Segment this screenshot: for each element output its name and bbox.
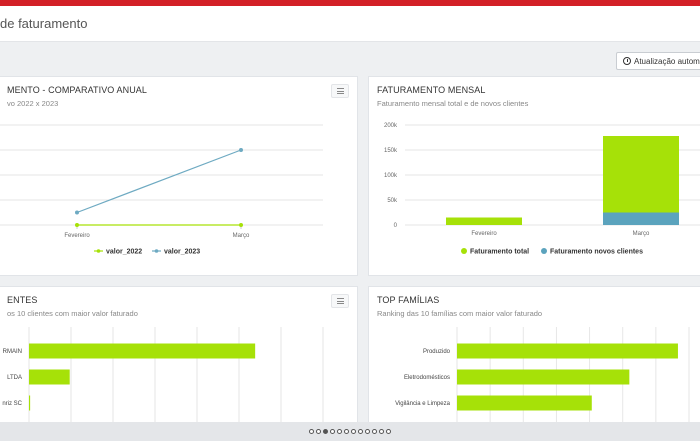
- pager-dot[interactable]: [330, 429, 335, 434]
- card-subtitle: os 10 clientes com maior valor faturado: [7, 309, 138, 318]
- bar: [29, 395, 31, 411]
- bar: [29, 369, 70, 385]
- pager-dot[interactable]: [309, 429, 314, 434]
- pager-dot[interactable]: [337, 429, 342, 434]
- pager-dot[interactable]: [379, 429, 384, 434]
- chart-menu-button[interactable]: [331, 84, 349, 98]
- legend-marker: [541, 248, 547, 254]
- pager-dot[interactable]: [351, 429, 356, 434]
- y-tick-label: 50k: [387, 198, 398, 204]
- legend-marker-dot: [154, 249, 159, 253]
- data-point-valor_2023: [75, 210, 79, 215]
- bar: [457, 343, 678, 359]
- pager-dot[interactable]: [316, 429, 321, 434]
- pager-dot[interactable]: [386, 429, 391, 434]
- y-tick-label: 150k: [384, 148, 398, 154]
- bar: [29, 343, 256, 359]
- pager-dot[interactable]: [372, 429, 377, 434]
- page-title: de faturamento: [0, 16, 88, 31]
- data-point-valor_2023: [239, 148, 243, 152]
- x-tick-label: Março: [633, 231, 650, 237]
- y-tick-label: 200k: [384, 123, 398, 129]
- card-subtitle: Faturamento mensal total e de novos clie…: [377, 99, 529, 108]
- carousel-pager: [0, 422, 700, 441]
- families-bar-chart: Produzido Eletrodomésticos Vigilância e Li…: [395, 327, 690, 435]
- top-accent-bar: [0, 0, 700, 6]
- page-header: de faturamento: [0, 6, 700, 42]
- bar-total: [446, 217, 522, 225]
- clock-icon: [623, 57, 631, 65]
- pager-dot[interactable]: [365, 429, 370, 434]
- menu-icon: [336, 298, 344, 299]
- card-title: TOP FAMÍLIAS: [377, 295, 440, 305]
- annual-line-chart: Fevereiro Março valor_2022 valor_2023: [0, 124, 323, 256]
- y-tick-label: 100k: [384, 173, 398, 179]
- card-subtitle: vo 2022 x 2023: [7, 99, 59, 108]
- pager-dot[interactable]: [344, 429, 349, 434]
- bar-new-clients: [603, 212, 679, 225]
- monthly-bar-chart: 0 50k 100k 150k 200k Fevereiro Março Faturament…: [384, 123, 700, 256]
- data-point-valor_2022: [239, 223, 243, 227]
- menu-icon: [336, 88, 344, 89]
- card-annual-comparison: MENTO - COMPARATIVO ANUAL vo 2022 x 2023…: [0, 76, 358, 276]
- data-point-valor_2022: [75, 223, 79, 227]
- legend-label: Faturamento total: [470, 249, 529, 256]
- auto-update-label: Atualização automá: [634, 56, 700, 66]
- bar: [457, 369, 630, 385]
- card-title: ENTES: [7, 295, 38, 305]
- x-tick-label: Fevereiro: [64, 233, 90, 239]
- legend-label: valor_2022: [106, 249, 142, 256]
- card-top-clients: ENTES os 10 clientes com maior valor fat…: [0, 286, 358, 436]
- y-tick-label: 0: [394, 223, 398, 229]
- legend-marker: [461, 248, 467, 254]
- category-label: RMAIN: [3, 349, 22, 355]
- bar: [457, 395, 592, 411]
- legend-marker-dot: [96, 249, 101, 253]
- card-title: FATURAMENTO MENSAL: [377, 85, 486, 95]
- card-monthly-billing: FATURAMENTO MENSAL Faturamento mensal to…: [368, 76, 700, 276]
- pager-dot[interactable]: [323, 429, 328, 434]
- category-label: Vigilância e Limpeza: [395, 401, 451, 407]
- x-tick-label: Março: [233, 233, 250, 239]
- card-top-families: TOP FAMÍLIAS Ranking das 10 famílias com…: [368, 286, 700, 436]
- chart-menu-button[interactable]: [331, 294, 349, 308]
- card-subtitle: Ranking das 10 famílias com maior valor …: [377, 309, 543, 318]
- x-tick-label: Fevereiro: [471, 231, 497, 237]
- auto-update-button[interactable]: Atualização automá: [616, 52, 700, 70]
- pager-dot[interactable]: [358, 429, 363, 434]
- card-title: MENTO - COMPARATIVO ANUAL: [7, 85, 148, 95]
- legend-label: Faturamento novos clientes: [550, 249, 643, 256]
- category-label: Eletrodomésticos: [404, 375, 450, 381]
- series-line-valor_2023: [76, 149, 242, 214]
- legend-label: valor_2023: [164, 249, 200, 256]
- category-label: LTDA: [7, 375, 22, 381]
- bar-total: [603, 136, 679, 225]
- category-label: Produzido: [423, 349, 451, 355]
- clients-bar-chart: RMAIN LTDA nriz SC: [2, 327, 324, 435]
- category-label: nriz SC: [2, 401, 22, 407]
